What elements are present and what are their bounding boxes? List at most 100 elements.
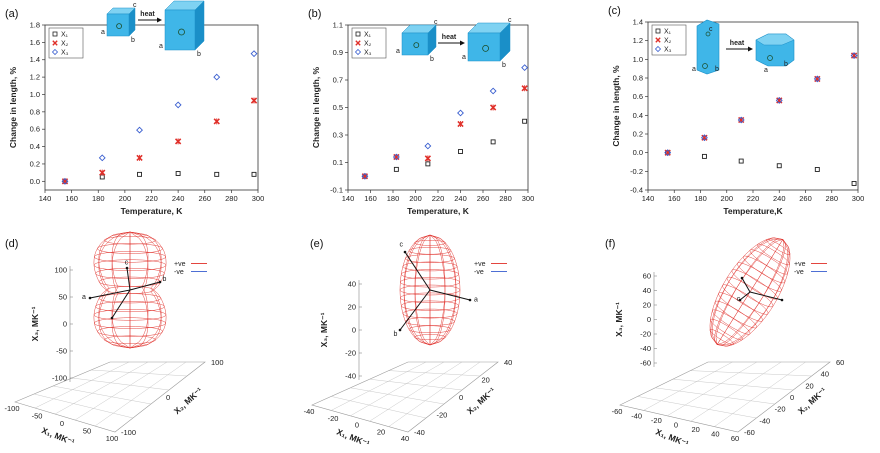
surface-meridian bbox=[414, 234, 431, 346]
legend: X₁ X₂ X₃ bbox=[48, 27, 84, 59]
legend-marker bbox=[654, 45, 662, 53]
crystal-axis-label-b: b bbox=[430, 56, 434, 63]
x-axis-label: X₁, MK⁻¹ bbox=[40, 425, 76, 447]
data-point-x3 bbox=[813, 75, 821, 83]
data-point-x2 bbox=[457, 120, 464, 128]
surface-meridian bbox=[98, 231, 131, 349]
x-tick-label: -50 bbox=[32, 412, 43, 421]
axis-arrow-head bbox=[740, 276, 744, 280]
floor-grid-line bbox=[34, 361, 130, 409]
legend: X₁ X₂ X₃ bbox=[351, 27, 387, 59]
x-axis-label: Temperature,K bbox=[723, 206, 783, 216]
y-tick-label: 0.2 bbox=[633, 130, 643, 139]
crystal-axis-label-a: a bbox=[159, 43, 163, 50]
x-tick-label: 300 bbox=[852, 194, 865, 203]
crystal-axis-label-c: c bbox=[709, 26, 713, 33]
z-tick-label: -40 bbox=[345, 372, 356, 381]
wireframe-surface bbox=[399, 234, 461, 346]
surface-legend: +ve-ve bbox=[174, 261, 207, 276]
floor-grid-line bbox=[90, 369, 188, 377]
crystal-axis-label-a: a bbox=[462, 54, 466, 61]
surface-meridian bbox=[429, 234, 446, 346]
legend-entry: X₃ bbox=[364, 50, 372, 57]
crystal-marker-icon bbox=[178, 28, 185, 36]
y-tick-label: -0.2 bbox=[630, 167, 643, 176]
crystal-axis-label-c: c bbox=[133, 2, 137, 9]
heat-arrow-head bbox=[157, 17, 162, 23]
chart-panel-3: (c) 140 160 180 200 220 240 260 280 300 -0.4 -0.2 0.… bbox=[608, 5, 864, 216]
surface-meridian bbox=[129, 231, 162, 349]
x-tick-label: 240 bbox=[454, 194, 467, 203]
surface-meridian bbox=[403, 234, 431, 346]
y-tick-label: -0.4 bbox=[630, 186, 643, 195]
crystal-axes: c a b bbox=[394, 241, 479, 338]
x-tick-label: -60 bbox=[612, 407, 623, 416]
data-point-x2 bbox=[850, 52, 858, 59]
z-tick-label: 20 bbox=[348, 303, 356, 312]
data-point-x2 bbox=[521, 85, 528, 92]
x-tick-label: 160 bbox=[65, 194, 78, 203]
crystal-marker-icon bbox=[413, 42, 420, 48]
y-tick-label: 0.8 bbox=[633, 74, 643, 83]
axis-arrow-head bbox=[88, 296, 92, 300]
legend-marker bbox=[51, 48, 59, 56]
y-tick-label: -100 bbox=[121, 428, 136, 437]
data-point-x1 bbox=[393, 166, 399, 172]
crystal-axis-label-a: a bbox=[396, 48, 400, 55]
x-tick-label: 280 bbox=[225, 194, 238, 203]
legend-marker bbox=[655, 28, 661, 34]
data-point-x1 bbox=[175, 171, 181, 176]
heat-label: heat bbox=[140, 11, 155, 18]
axis-arrow-head bbox=[780, 298, 784, 302]
data-point-x2 bbox=[489, 104, 497, 111]
axis-arrow bbox=[89, 289, 131, 299]
floor-grid-line bbox=[369, 361, 463, 422]
y-tick-label: 1.0 bbox=[633, 55, 643, 64]
x-tick-label: 180 bbox=[694, 194, 707, 203]
panel-label: (c) bbox=[608, 5, 621, 17]
legend-marker bbox=[52, 31, 58, 37]
z-tick-label: 0 bbox=[63, 320, 67, 329]
x-tick-label: 20 bbox=[691, 425, 699, 434]
axis-letter: c bbox=[400, 241, 404, 248]
data-point-x3 bbox=[98, 154, 106, 162]
x-tick-label: 220 bbox=[747, 194, 760, 203]
data-point-x3 bbox=[664, 149, 672, 157]
crystal-block: c a b bbox=[396, 19, 438, 63]
y-tick-label: 0.1 bbox=[333, 158, 343, 167]
data-point-x2 bbox=[814, 75, 821, 83]
axis-letter: c bbox=[125, 260, 129, 267]
crystal-marker-icon bbox=[705, 31, 711, 37]
y-tick-label: 0.5 bbox=[333, 103, 343, 112]
data-point-x1 bbox=[251, 171, 257, 177]
x-axis-label: X₁, MK⁻¹ bbox=[654, 427, 690, 449]
surface-meridian bbox=[429, 234, 461, 346]
data-point-x2 bbox=[61, 178, 69, 185]
y-tick-label: 0.6 bbox=[30, 125, 40, 134]
data-point-x3 bbox=[213, 73, 221, 81]
x-tick-label: 0 bbox=[674, 421, 678, 430]
crystal-front-face bbox=[401, 32, 429, 56]
axis-letter: c bbox=[737, 296, 741, 303]
floor-grid-line bbox=[714, 361, 806, 427]
data-point-x2 bbox=[361, 173, 369, 180]
floor-grid-line bbox=[33, 393, 134, 419]
crystal-axis-label-b: b bbox=[502, 62, 506, 69]
data-point-x1 bbox=[814, 167, 820, 172]
surface-meridian bbox=[414, 234, 431, 346]
data-point-x2 bbox=[136, 154, 143, 162]
z-tick-label: 40 bbox=[643, 286, 651, 295]
y-tick-label: 1.1 bbox=[333, 21, 343, 30]
data-point-x3 bbox=[457, 109, 464, 117]
panel-label: (f) bbox=[605, 238, 615, 250]
z-tick-label: -20 bbox=[345, 349, 356, 358]
crystal-prism-top bbox=[755, 33, 795, 46]
axis-arrow bbox=[126, 267, 131, 291]
surface-meridian bbox=[98, 231, 131, 349]
crystal-front-face bbox=[106, 13, 130, 37]
panel-label: (a) bbox=[5, 8, 18, 20]
y-tick-label: 1.8 bbox=[30, 21, 40, 30]
crystal-marker-icon bbox=[702, 63, 708, 69]
x-tick-label: 220 bbox=[145, 194, 158, 203]
crystal-axis-label-c: c bbox=[434, 19, 438, 26]
